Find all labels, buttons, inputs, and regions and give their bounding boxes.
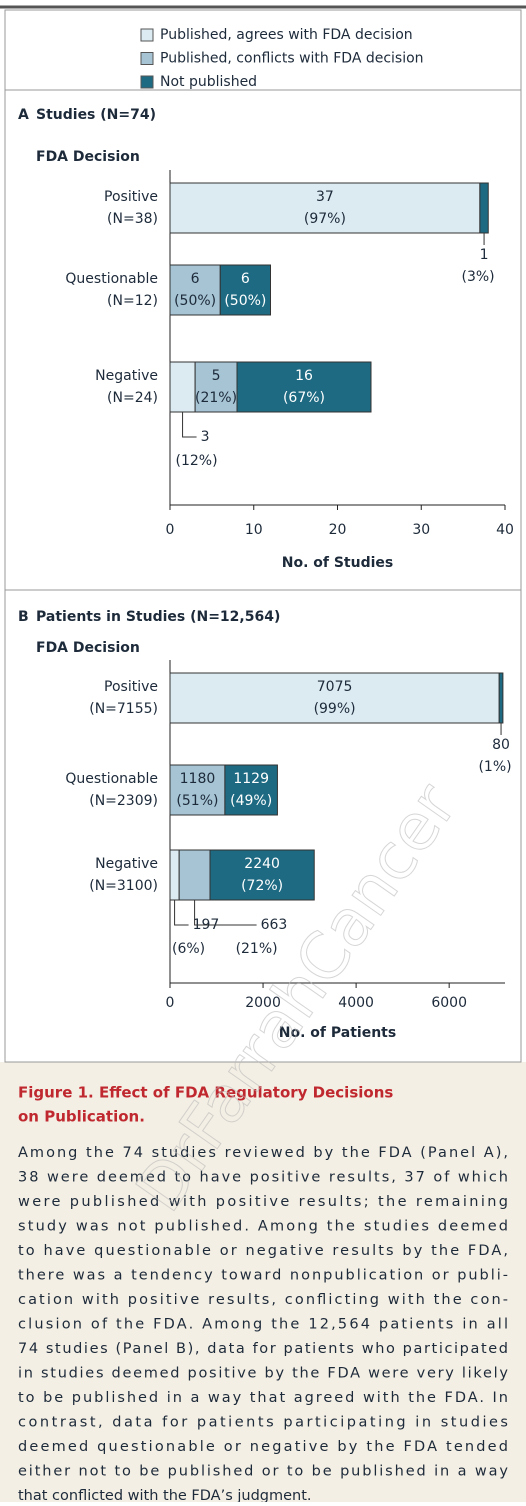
bar-segment — [224, 764, 278, 816]
legend-label: Not published — [160, 74, 257, 90]
bar-segment — [169, 672, 500, 724]
category-sublabel: (N=38) — [107, 211, 158, 227]
x-tick-label: 2000 — [245, 995, 281, 1011]
percent-label: (51%) — [176, 793, 218, 809]
caption-title: Figure 1. Effect of FDA Regulatory Decis… — [18, 1084, 393, 1102]
category-label: Positive — [104, 679, 158, 695]
percent-label: (97%) — [304, 211, 346, 227]
data-label: 6 — [241, 271, 250, 287]
percent-label: (72%) — [241, 878, 283, 894]
leader-line — [182, 412, 197, 438]
bar-segment — [169, 849, 180, 901]
bar-segment — [219, 264, 271, 316]
bar-segment — [169, 361, 196, 413]
x-tick-label: 10 — [245, 522, 263, 538]
x-axis-label: No. of Studies — [282, 555, 394, 571]
bar-segment — [498, 672, 504, 724]
category-label: Negative — [95, 856, 158, 872]
caption-line: were published with positive results; th… — [18, 1194, 508, 1210]
category-label: Negative — [95, 368, 158, 384]
caption-line: either not to be published or to be publ… — [18, 1464, 508, 1480]
category-label: Questionable — [65, 771, 158, 787]
category-sublabel: (N=7155) — [89, 701, 158, 717]
caption-title: on Publication. — [18, 1108, 145, 1126]
data-label: 663 — [261, 917, 288, 933]
leader-line — [194, 900, 257, 926]
x-tick-label: 6000 — [431, 995, 467, 1011]
percent-label: (50%) — [174, 293, 216, 309]
panel-frame — [4, 589, 522, 1063]
x-tick-label: 0 — [166, 522, 175, 538]
category-sublabel: (N=12) — [107, 293, 158, 309]
bar-segment — [209, 849, 315, 901]
percent-label: (99%) — [314, 701, 356, 717]
percent-label: (67%) — [283, 390, 325, 406]
legend-label: Published, agrees with FDA decision — [160, 27, 413, 43]
bar-segment — [169, 764, 226, 816]
data-label: 1129 — [233, 771, 269, 787]
category-sublabel: (N=24) — [107, 390, 158, 406]
bar-segment — [194, 361, 238, 413]
x-tick-label: 0 — [166, 995, 175, 1011]
legend-swatch — [140, 28, 154, 42]
caption-line: cation with positive results, conflictin… — [18, 1292, 508, 1308]
legend-swatch — [140, 75, 154, 89]
x-axis-label: No. of Patients — [279, 1025, 396, 1041]
data-label: 2240 — [244, 856, 280, 872]
data-label: 7075 — [317, 679, 353, 695]
percent-label: (3%) — [461, 269, 494, 285]
percent-label: (12%) — [176, 453, 218, 469]
bar-segment — [236, 361, 372, 413]
data-label: 80 — [492, 737, 510, 753]
bar-segment — [178, 849, 211, 901]
data-label: 16 — [295, 368, 313, 384]
category-label: Questionable — [65, 271, 158, 287]
caption-line: that conflicted with the FDA’s judgment. — [18, 1488, 312, 1502]
legend-label: Published, conflicts with FDA decision — [160, 51, 424, 67]
data-label: 1 — [480, 247, 489, 263]
axis-subtitle: FDA Decision — [36, 640, 140, 656]
caption-line: deemed questionable or negative by the F… — [18, 1439, 508, 1455]
data-label: 3 — [201, 429, 210, 445]
panel-title: Patients in Studies (N=12,564) — [36, 609, 280, 625]
caption-line: 38 were deemed to have positive results,… — [18, 1170, 508, 1186]
category-label: Positive — [104, 189, 158, 205]
panel-letter: B — [18, 609, 29, 625]
caption-line: contrast, data for patients participatin… — [18, 1415, 508, 1431]
panel-frame — [4, 89, 522, 591]
percent-label: (6%) — [172, 941, 205, 957]
caption-line: Among the 74 studies reviewed by the FDA… — [18, 1145, 508, 1161]
axis-subtitle: FDA Decision — [36, 149, 140, 165]
x-tick-label: 4000 — [338, 995, 374, 1011]
bar-segment — [169, 182, 481, 234]
leader-line — [174, 900, 189, 926]
legend-swatch — [140, 52, 154, 65]
percent-label: (50%) — [224, 293, 266, 309]
percent-label: (21%) — [195, 390, 237, 406]
panel-title: Studies (N=74) — [36, 107, 156, 123]
caption-line: study was not published. Among the studi… — [18, 1219, 508, 1235]
x-tick-label: 30 — [412, 522, 430, 538]
x-tick-label: 40 — [496, 522, 514, 538]
bar-segment — [169, 264, 221, 316]
percent-label: (21%) — [236, 941, 278, 957]
caption-line: to be published in a way that agreed wit… — [18, 1390, 508, 1406]
caption-background — [0, 1062, 526, 1502]
panel-letter: A — [18, 107, 29, 123]
percent-label: (49%) — [230, 793, 272, 809]
category-sublabel: (N=3100) — [89, 878, 158, 894]
caption-line: 74 studies (Panel B), data for patients … — [18, 1341, 508, 1357]
data-label: 1180 — [180, 771, 216, 787]
x-tick-label: 20 — [329, 522, 347, 538]
data-label: 6 — [191, 271, 200, 287]
category-sublabel: (N=2309) — [89, 793, 158, 809]
data-label: 5 — [212, 368, 221, 384]
caption-line: to have questionable or negative results… — [18, 1243, 508, 1259]
percent-label: (1%) — [478, 759, 511, 775]
bar-segment — [479, 182, 489, 234]
data-label: 37 — [316, 189, 334, 205]
